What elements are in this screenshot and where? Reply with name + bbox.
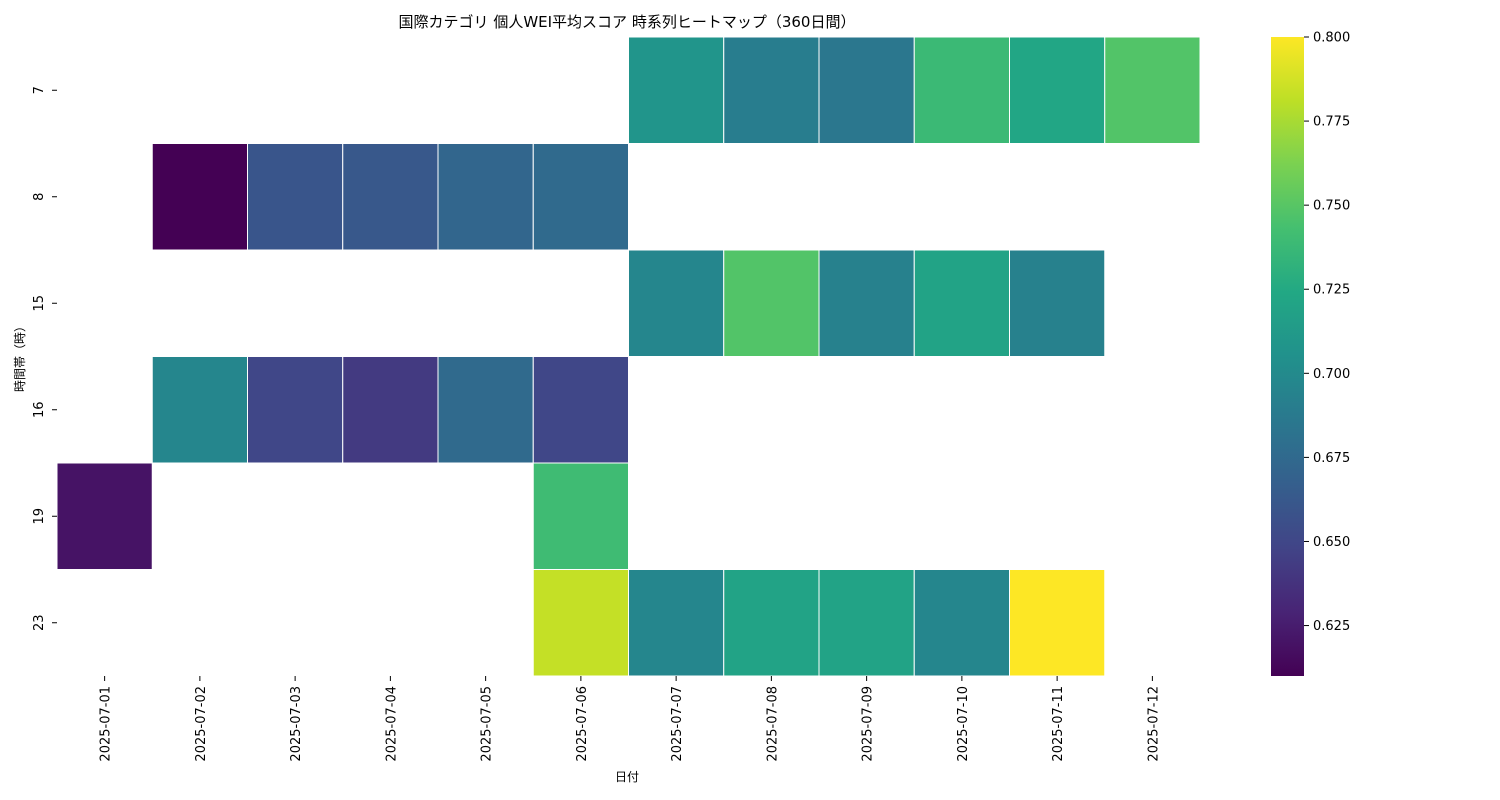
heatmap-cell xyxy=(437,356,534,464)
heatmap-cell xyxy=(56,462,153,570)
colorbar xyxy=(1271,37,1304,676)
heatmap-cell xyxy=(913,569,1010,677)
heatmap-cell xyxy=(723,569,820,677)
heatmap-cell xyxy=(342,143,439,251)
colorbar-tick-label: 0.675 xyxy=(1313,451,1350,466)
x-tick-label: 2025-07-05 xyxy=(480,686,495,762)
heatmap-cell xyxy=(532,569,629,677)
x-tick-label: 2025-07-03 xyxy=(289,686,304,762)
x-tick-label: 2025-07-08 xyxy=(765,686,780,762)
heatmap-cell xyxy=(342,356,439,464)
y-tick-label: 7 xyxy=(32,86,47,94)
heatmap-cell xyxy=(913,36,1010,144)
heatmap-cell xyxy=(151,356,248,464)
y-tick-label: 19 xyxy=(32,508,47,525)
y-tick-label: 16 xyxy=(32,401,47,418)
heatmap-cell xyxy=(723,36,820,144)
heatmap-cell xyxy=(628,569,725,677)
x-tick-label: 2025-07-10 xyxy=(956,686,971,762)
x-axis-ticks: 2025-07-01 2025-07-02 2025-07-03 2025-07-04… xyxy=(99,676,1161,762)
heatmap-cell xyxy=(532,356,629,464)
heatmap-cell xyxy=(1009,36,1106,144)
heatmap-cell xyxy=(1104,36,1201,144)
x-axis-label: 日付 xyxy=(615,770,639,784)
y-tick-label: 15 xyxy=(32,295,47,312)
colorbar-tick-label: 0.750 xyxy=(1313,199,1350,214)
heatmap-cells xyxy=(56,36,1201,677)
heatmap-cell xyxy=(1009,569,1106,677)
heatmap-cell xyxy=(151,143,248,251)
y-tick-label: 23 xyxy=(32,614,47,631)
heatmap-cell xyxy=(628,36,725,144)
colorbar-ticks: 0.625 0.650 0.675 0.700 0.725 0.750 0.775 0.800 xyxy=(1304,31,1350,634)
heatmap-cell xyxy=(1009,249,1106,357)
heatmap-cell xyxy=(247,356,344,464)
heatmap-cell xyxy=(818,249,915,357)
y-axis-label: 時間帯（時） xyxy=(13,320,27,392)
heatmap-cell xyxy=(247,143,344,251)
y-axis-ticks: 7 8 15 16 19 23 xyxy=(32,86,57,631)
colorbar-tick-label: 0.650 xyxy=(1313,535,1350,550)
x-tick-label: 2025-07-02 xyxy=(194,686,209,762)
heatmap-cell xyxy=(437,143,534,251)
heatmap-cell xyxy=(818,36,915,144)
heatmap-cell xyxy=(818,569,915,677)
heatmap-cell xyxy=(723,249,820,357)
x-tick-label: 2025-07-01 xyxy=(99,686,114,762)
colorbar-tick-label: 0.725 xyxy=(1313,283,1350,298)
heatmap-cell xyxy=(628,249,725,357)
colorbar-tick-label: 0.775 xyxy=(1313,115,1350,130)
heatmap-cell xyxy=(532,143,629,251)
colorbar-tick-label: 0.700 xyxy=(1313,367,1350,382)
colorbar-tick-label: 0.625 xyxy=(1313,619,1350,634)
colorbar-tick-label: 0.800 xyxy=(1313,31,1350,46)
chart-title: 国際カテゴリ 個人WEI平均スコア 時系列ヒートマップ（360日間） xyxy=(399,13,856,31)
x-tick-label: 2025-07-11 xyxy=(1051,686,1066,762)
x-tick-label: 2025-07-07 xyxy=(670,686,685,762)
heatmap-cell xyxy=(913,249,1010,357)
heatmap-cell xyxy=(532,462,629,570)
x-tick-label: 2025-07-06 xyxy=(575,686,590,762)
x-tick-label: 2025-07-12 xyxy=(1146,686,1161,762)
x-tick-label: 2025-07-09 xyxy=(861,686,876,762)
y-tick-label: 8 xyxy=(32,193,47,201)
x-tick-label: 2025-07-04 xyxy=(384,686,399,762)
